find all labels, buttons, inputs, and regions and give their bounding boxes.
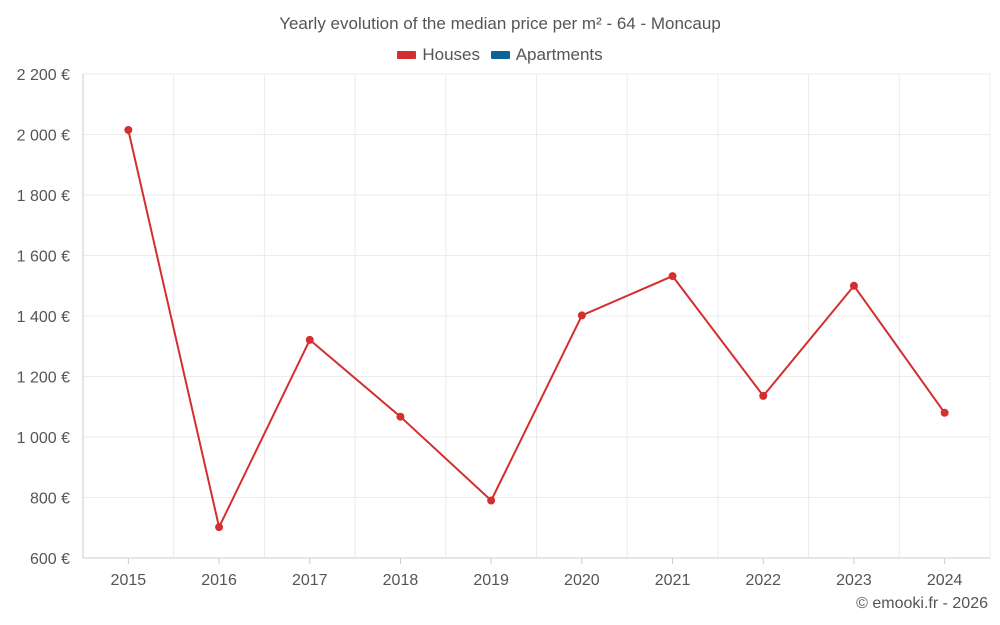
x-tick-label: 2022	[745, 572, 781, 589]
y-tick-label: 1 800 €	[17, 188, 70, 205]
x-tick-label: 2018	[383, 572, 419, 589]
x-tick-label: 2015	[111, 572, 147, 589]
y-tick-label: 600 €	[30, 551, 70, 568]
x-tick-label: 2023	[836, 572, 872, 589]
y-tick-label: 2 200 €	[17, 67, 70, 84]
data-point-2024	[940, 408, 949, 417]
data-point-2015	[124, 125, 133, 134]
y-tick-label: 1 200 €	[17, 370, 70, 387]
data-point-2019	[487, 496, 496, 505]
data-point-2023	[849, 281, 858, 290]
data-point-2021	[668, 272, 677, 281]
x-tick-label: 2019	[473, 572, 509, 589]
legend-item-apartments[interactable]: Apartments	[490, 45, 603, 65]
y-tick-label: 800 €	[30, 491, 70, 508]
series-houses	[124, 125, 949, 532]
y-tick-label: 1 600 €	[17, 249, 70, 266]
credit: © emooki.fr - 2026	[856, 595, 988, 612]
legend-label-apartments: Apartments	[515, 45, 603, 64]
houses-swatch	[397, 51, 417, 59]
legend-item-houses[interactable]: Houses	[397, 45, 480, 65]
x-tick-label: 2021	[655, 572, 691, 589]
data-point-2016	[215, 523, 224, 532]
data-point-2017	[305, 335, 314, 344]
data-point-2018	[396, 412, 405, 421]
series-line-houses	[127, 129, 946, 529]
legend: Houses Apartments	[0, 44, 1000, 65]
y-tick-label: 2 000 €	[17, 128, 70, 145]
apartments-swatch	[490, 51, 510, 59]
x-tick-label: 2016	[201, 572, 237, 589]
data-point-2020	[577, 311, 586, 320]
x-tick-label: 2020	[564, 572, 600, 589]
grid-lines	[82, 73, 991, 558]
data-point-2022	[759, 391, 768, 400]
x-tick-label: 2017	[292, 572, 328, 589]
chart-title: Yearly evolution of the median price per…	[279, 14, 721, 33]
axes	[82, 74, 990, 564]
x-tick-labels: 2015 2016 2017 2018 2019 2020 2021 2022 2023 2024	[111, 572, 963, 589]
y-tick-label: 1 000 €	[17, 430, 70, 447]
legend-label-houses: Houses	[422, 45, 480, 64]
y-tick-labels: 600 € 800 € 1 000 € 1 200 € 1 400 € 1 600 € 1 …	[17, 67, 70, 568]
x-tick-label: 2024	[927, 572, 963, 589]
y-tick-label: 1 400 €	[17, 309, 70, 326]
